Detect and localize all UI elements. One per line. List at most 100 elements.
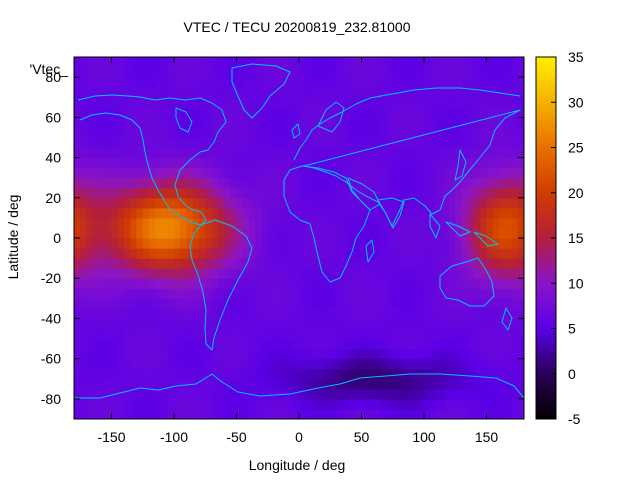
heatmap-cell xyxy=(130,288,138,299)
heatmap-cell xyxy=(186,127,194,139)
heatmap-cell xyxy=(236,57,244,68)
heatmap-cell xyxy=(117,278,125,289)
heatmap-cell xyxy=(492,278,500,289)
heatmap-cell xyxy=(211,308,219,320)
heatmap-cell xyxy=(361,107,369,118)
heatmap-cell xyxy=(124,348,131,360)
heatmap-cell xyxy=(517,227,524,239)
heatmap-cell xyxy=(174,318,181,330)
heatmap-cell xyxy=(117,127,125,139)
heatmap-cell xyxy=(192,238,200,249)
heatmap-cell xyxy=(455,258,463,269)
heatmap-cell xyxy=(374,167,381,179)
heatmap-cell xyxy=(305,117,313,128)
heatmap-cell xyxy=(86,137,94,149)
heatmap-cell xyxy=(417,288,425,299)
heatmap-cell xyxy=(336,398,344,410)
heatmap-cell xyxy=(117,197,125,209)
heatmap-cell xyxy=(80,177,88,189)
heatmap-cell xyxy=(267,87,275,98)
heatmap-cell xyxy=(511,227,519,239)
heatmap-cell xyxy=(174,328,181,340)
heatmap-cell xyxy=(361,388,369,400)
heatmap-cell xyxy=(467,137,475,149)
heatmap-cell xyxy=(505,117,513,128)
heatmap-cell xyxy=(380,67,388,78)
heatmap-cell xyxy=(449,408,456,419)
heatmap-cell xyxy=(211,217,219,229)
colorbar-tick-label: -5 xyxy=(568,411,581,427)
heatmap-cell xyxy=(342,288,350,299)
heatmap-cell xyxy=(424,207,431,219)
heatmap-cell xyxy=(317,77,325,88)
heatmap-cell xyxy=(499,107,506,118)
heatmap-cell xyxy=(205,268,213,279)
heatmap-cell xyxy=(367,308,375,320)
heatmap-cell xyxy=(99,368,106,380)
heatmap-cell xyxy=(299,77,306,88)
heatmap-cell xyxy=(361,298,369,309)
heatmap-cell xyxy=(142,308,150,320)
heatmap-cell xyxy=(486,288,494,299)
heatmap-cell xyxy=(130,117,138,128)
heatmap-cell xyxy=(92,177,100,189)
heatmap-cell xyxy=(511,238,519,249)
heatmap-cell xyxy=(167,67,175,78)
heatmap-cell xyxy=(467,298,475,309)
heatmap-cell xyxy=(430,57,438,68)
heatmap-cell xyxy=(99,358,106,370)
heatmap-cell xyxy=(211,248,219,259)
heatmap-cell xyxy=(324,328,331,340)
heatmap-cell xyxy=(205,308,213,320)
heatmap-cell xyxy=(474,137,481,149)
heatmap-cell xyxy=(361,308,369,320)
heatmap-cell xyxy=(480,137,488,149)
heatmap-cell xyxy=(274,268,281,279)
heatmap-cell xyxy=(399,117,406,128)
heatmap-cell xyxy=(136,87,144,98)
heatmap-cell xyxy=(199,248,206,259)
heatmap-cell xyxy=(280,398,288,410)
heatmap-cell xyxy=(161,268,169,279)
heatmap-cell xyxy=(117,338,125,350)
heatmap-cell xyxy=(149,338,156,350)
heatmap-cell xyxy=(211,177,219,189)
heatmap-cell xyxy=(474,268,481,279)
heatmap-cell xyxy=(249,408,256,419)
heatmap-cell xyxy=(155,207,163,219)
heatmap-cell xyxy=(105,157,113,169)
heatmap-cell xyxy=(117,318,125,330)
heatmap-cell xyxy=(311,67,319,78)
heatmap-cell xyxy=(492,378,500,390)
heatmap-cell xyxy=(111,117,119,128)
heatmap-cell xyxy=(130,368,138,380)
heatmap-cell xyxy=(155,388,163,400)
heatmap-cell xyxy=(436,408,444,419)
heatmap-cell xyxy=(305,238,313,249)
heatmap-cell xyxy=(386,348,394,360)
heatmap-cell xyxy=(492,187,500,199)
heatmap-cell xyxy=(211,227,219,239)
heatmap-cell xyxy=(230,338,238,350)
heatmap-cell xyxy=(86,318,94,330)
heatmap-cell xyxy=(255,238,263,249)
heatmap-cell xyxy=(436,328,444,340)
heatmap-cell xyxy=(217,167,225,179)
heatmap-cell xyxy=(292,338,300,350)
y-axis-label: Latitude / deg xyxy=(5,195,21,280)
heatmap-cell xyxy=(305,328,313,340)
heatmap-cell xyxy=(86,217,94,229)
heatmap-cell xyxy=(455,378,463,390)
heatmap-cell xyxy=(367,388,375,400)
heatmap-cell xyxy=(355,187,363,199)
heatmap-cell xyxy=(324,238,331,249)
heatmap-cell xyxy=(99,298,106,309)
heatmap-cell xyxy=(417,157,425,169)
heatmap-cell xyxy=(274,298,281,309)
heatmap-cell xyxy=(486,67,494,78)
heatmap-cell xyxy=(99,258,106,269)
heatmap-cell xyxy=(436,238,444,249)
heatmap-cell xyxy=(449,147,456,159)
heatmap-cell xyxy=(274,137,281,149)
heatmap-cell xyxy=(349,227,356,239)
